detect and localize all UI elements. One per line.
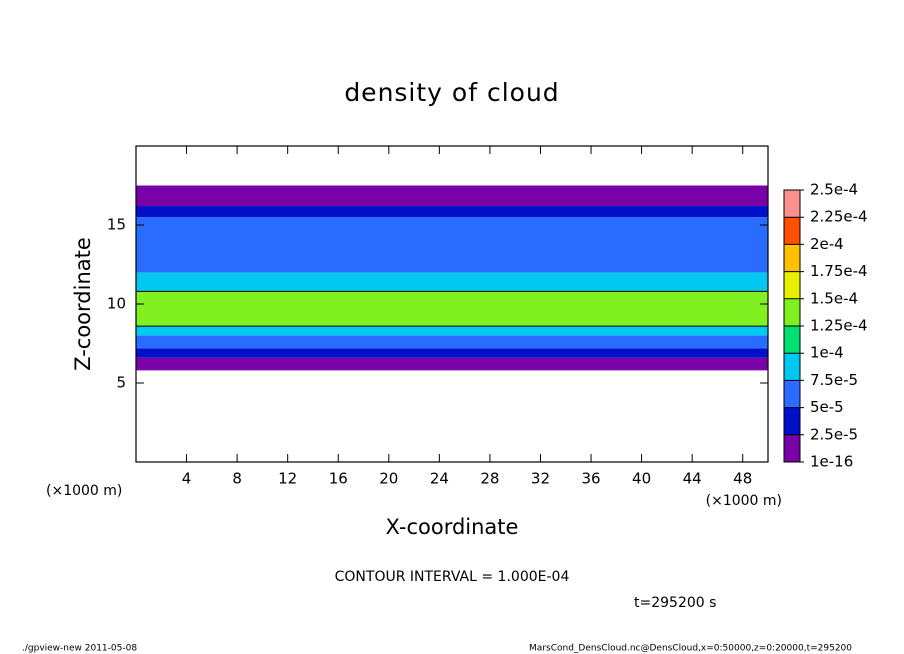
colorbar-swatch xyxy=(784,326,800,354)
chart-title: density of cloud xyxy=(344,78,559,107)
x-axis-label: X-coordinate xyxy=(386,515,519,539)
x-tick-label: 16 xyxy=(329,470,348,488)
colorbar-label: 1e-4 xyxy=(810,344,844,362)
colorbar-swatch xyxy=(784,353,800,381)
x-tick-label: 4 xyxy=(182,470,192,488)
colorbar-label: 1.25e-4 xyxy=(810,317,868,335)
field-layer xyxy=(136,217,768,273)
colorbar-swatch xyxy=(784,244,800,272)
colorbar-label: 5e-5 xyxy=(810,398,844,416)
colorbar-swatch xyxy=(784,190,800,218)
colorbar-label: 2.5e-4 xyxy=(810,181,858,199)
y-tick-label: 10 xyxy=(107,295,126,313)
colorbar-label: 2e-4 xyxy=(810,235,844,253)
time-label: t=295200 s xyxy=(634,595,716,611)
x-tick-label: 28 xyxy=(480,470,499,488)
footer-right: MarsCond_DensCloud.nc@DensCloud,x=0:5000… xyxy=(529,644,852,654)
x-tick-label: 36 xyxy=(581,470,600,488)
colorbar-label: 2.5e-5 xyxy=(810,425,858,443)
x-tick-label: 20 xyxy=(379,470,398,488)
colorbar-label: 1.75e-4 xyxy=(810,262,868,280)
field-layer xyxy=(136,206,768,218)
contour-interval: CONTOUR INTERVAL = 1.000E-04 xyxy=(335,569,570,585)
x-unit: (×1000 m) xyxy=(706,493,782,509)
field-layer xyxy=(136,291,768,327)
field-layer xyxy=(136,272,768,292)
field-layer xyxy=(136,348,768,358)
x-tick-label: 24 xyxy=(430,470,449,488)
colorbar-label: 7.5e-5 xyxy=(810,371,858,389)
field-layer xyxy=(136,185,768,207)
colorbar-swatch xyxy=(784,407,800,435)
field-layer xyxy=(136,335,768,349)
y-unit: (×1000 m) xyxy=(46,483,122,499)
x-tick-label: 32 xyxy=(531,470,550,488)
colorbar-swatch xyxy=(784,298,800,326)
colorbar-label: 1.5e-4 xyxy=(810,289,858,307)
x-tick-label: 48 xyxy=(733,470,752,488)
y-axis-label: Z-coordinate xyxy=(71,237,95,371)
colorbar-swatch xyxy=(784,271,800,299)
x-tick-label: 8 xyxy=(232,470,242,488)
x-tick-label: 12 xyxy=(278,470,297,488)
x-tick-label: 40 xyxy=(632,470,651,488)
colorbar-label: 2.25e-4 xyxy=(810,208,868,226)
colorbar-swatch xyxy=(784,434,800,462)
field-layer xyxy=(136,326,768,336)
y-tick-label: 15 xyxy=(107,216,126,234)
x-tick-label: 44 xyxy=(683,470,702,488)
colorbar-swatch xyxy=(784,380,800,408)
footer-left: ./gpview-new 2011-05-08 xyxy=(22,644,137,654)
colorbar-swatch xyxy=(784,217,800,245)
field-layer xyxy=(136,357,768,371)
y-tick-label: 5 xyxy=(116,374,126,392)
colorbar-label: 1e-16 xyxy=(810,453,853,471)
